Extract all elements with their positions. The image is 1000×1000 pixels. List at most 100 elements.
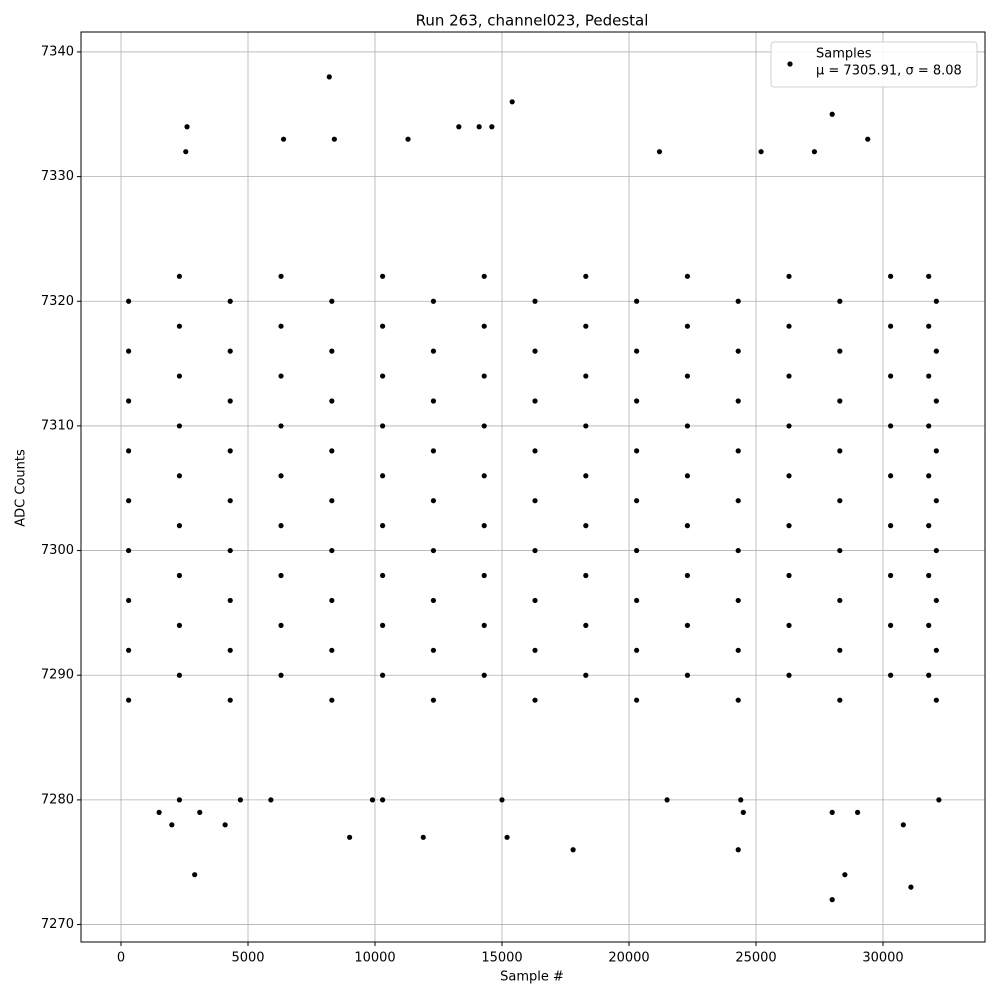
plot-area: 0 5000 10000 15000 20000 25000 30000 7270 7280 72… [41,31,986,966]
data-point [380,572,386,579]
data-point [126,398,132,404]
data-point [837,298,843,304]
y-tick-label: 7270 [41,917,74,932]
data-point [933,298,939,304]
data-point [664,797,670,803]
data-point [227,398,233,404]
data-point [786,572,792,579]
data-point [684,523,691,529]
data-point [583,423,589,429]
data-point [735,298,741,304]
y-tick-label: 7330 [41,169,74,184]
data-point [430,498,437,504]
data-point [900,822,906,828]
data-point [829,111,835,117]
data-point [169,822,175,828]
data-point [126,547,132,554]
x-tick-label: 20000 [608,951,649,966]
data-point [481,672,487,678]
data-point [481,423,487,429]
y-axis-label: ADC Counts [14,449,29,527]
data-point [634,398,640,404]
data-point [837,448,843,454]
data-point [829,809,835,815]
data-point [227,647,233,653]
data-point [926,473,932,479]
data-point [481,572,487,579]
data-point [430,597,437,604]
data-point [634,448,640,454]
data-point [156,809,162,815]
data-point [509,99,515,105]
data-point [183,149,189,155]
data-point [329,498,335,504]
data-point [176,523,183,529]
data-point [735,697,741,703]
data-point [837,348,843,354]
data-point [268,797,274,803]
data-point [227,697,233,703]
data-point [329,547,335,554]
x-axis-label: Sample # [500,970,564,985]
data-point [329,697,335,703]
data-point [481,622,487,628]
data-point [481,373,487,379]
data-point [227,597,233,604]
data-point [176,473,183,479]
data-point [583,572,589,579]
data-point [786,473,792,479]
data-point [331,136,337,142]
data-point [837,547,843,554]
data-point [933,498,939,504]
data-point [837,498,843,504]
data-point [176,273,183,279]
data-point [380,373,386,379]
x-tick-label: 15000 [481,951,522,966]
data-point [842,872,848,878]
data-point [926,622,932,628]
data-point [347,834,353,840]
data-point [933,547,939,554]
data-point [278,473,284,479]
data-point [837,597,843,604]
data-point [684,672,691,678]
data-point [888,423,894,429]
data-point [888,473,894,479]
data-point [583,273,589,279]
y-tick-label: 7320 [41,294,74,309]
data-point [684,373,691,379]
data-point [329,448,335,454]
data-point [583,473,589,479]
data-point [227,298,233,304]
legend-marker [787,61,793,67]
data-point [481,273,487,279]
data-point [926,672,932,678]
data-point [786,523,792,529]
data-point [583,622,589,628]
data-point [854,809,861,815]
data-point [476,124,482,130]
data-point [176,622,183,628]
data-point [380,797,386,803]
y-tick-label: 7280 [41,792,74,807]
data-point [278,323,284,329]
x-tick-label: 25000 [735,951,776,966]
data-point [735,597,741,604]
data-point [197,809,203,815]
data-point [933,448,939,454]
legend-annotation: μ = 7305.91, σ = 8.08 [816,64,962,79]
data-point [786,273,792,279]
data-point [176,373,183,379]
data-point [926,423,932,429]
data-point [634,647,640,653]
data-point [489,124,495,130]
x-tick-label: 5000 [231,951,264,966]
data-point [278,523,284,529]
data-point [278,622,284,628]
data-point [126,647,132,653]
data-point [634,498,640,504]
data-point [126,348,132,354]
y-tick-label: 7290 [41,668,74,683]
